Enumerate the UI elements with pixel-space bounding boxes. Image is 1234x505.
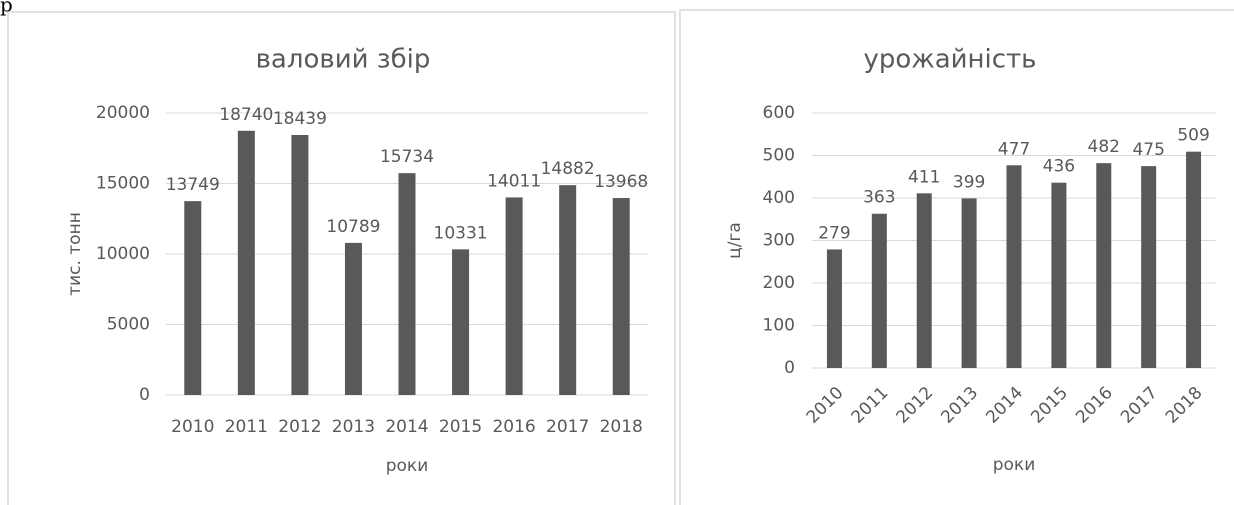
chart-frame	[679, 9, 1234, 505]
data-label: 363	[863, 188, 895, 208]
y-tick-label: 600	[763, 103, 795, 123]
x-tick-label: 2016	[1072, 383, 1117, 428]
x-tick-label: 2017	[546, 417, 589, 437]
x-tick-label: 2013	[332, 417, 375, 437]
bar	[1186, 151, 1202, 368]
x-axis-label: роки	[386, 456, 429, 476]
x-tick-label: 2018	[600, 417, 643, 437]
x-tick-label: 2011	[848, 383, 893, 428]
y-tick-label: 0	[784, 358, 795, 378]
data-label: 509	[1177, 126, 1209, 146]
data-label: 10331	[434, 223, 488, 243]
x-tick-label: 2010	[803, 383, 848, 428]
x-tick-label: 2014	[385, 417, 428, 437]
bar	[826, 249, 842, 368]
data-label: 14882	[541, 159, 595, 179]
y-tick-label: 400	[763, 188, 795, 208]
bar	[916, 193, 932, 368]
x-tick-label: 2015	[1027, 383, 1072, 428]
y-tick-label: 5000	[107, 315, 150, 335]
y-tick-label: 10000	[96, 244, 150, 264]
bar	[344, 242, 362, 395]
x-tick-label: 2013	[937, 383, 982, 428]
bar	[237, 130, 255, 396]
y-tick-label: 20000	[96, 103, 150, 123]
data-label: 14011	[487, 171, 541, 191]
data-label: 15734	[380, 147, 434, 167]
x-tick-label: 2015	[439, 417, 482, 437]
x-tick-label: 2016	[492, 417, 535, 437]
y-tick-label: 100	[763, 316, 795, 336]
data-label: 279	[818, 223, 850, 243]
bar	[505, 197, 523, 395]
bar	[871, 213, 887, 368]
bar	[961, 198, 977, 368]
bar	[184, 201, 202, 395]
chart-frame	[7, 11, 676, 505]
chart-title: валовий збір	[256, 45, 431, 75]
data-label: 411	[908, 167, 940, 187]
y-tick-label: 200	[763, 273, 795, 293]
chart-title: урожайність	[863, 45, 1036, 75]
y-tick-label: 15000	[96, 174, 150, 194]
bar	[291, 135, 309, 395]
data-label: 13968	[594, 172, 648, 192]
bar	[398, 173, 416, 395]
data-label: 399	[953, 172, 985, 192]
x-tick-label: 2018	[1162, 383, 1207, 428]
bar	[452, 249, 470, 395]
x-tick-label: 2014	[982, 383, 1027, 428]
bar	[612, 198, 630, 395]
data-label: 482	[1088, 137, 1120, 157]
bar	[1006, 165, 1022, 368]
data-label: 18740	[219, 105, 273, 125]
bar	[1096, 163, 1112, 368]
bar	[559, 185, 577, 395]
x-tick-label: 2012	[893, 383, 938, 428]
y-axis-label: ц/га	[725, 222, 745, 259]
y-tick-label: 500	[763, 146, 795, 166]
data-label: 18439	[273, 109, 327, 129]
y-tick-label: 0	[139, 385, 150, 405]
y-tick-label: 300	[763, 231, 795, 251]
data-label: 475	[1132, 140, 1164, 160]
x-axis-label: роки	[993, 455, 1036, 475]
data-label: 10789	[326, 217, 380, 237]
data-label: 436	[1043, 157, 1075, 177]
x-tick-label: 2017	[1117, 383, 1162, 428]
bar	[1141, 166, 1157, 368]
data-label: 477	[998, 139, 1030, 159]
data-label: 13749	[166, 175, 220, 195]
x-tick-label: 2010	[171, 417, 214, 437]
x-tick-label: 2012	[278, 417, 321, 437]
page-fragment: р	[0, 0, 13, 17]
y-axis-label: тис. тонн	[65, 212, 85, 296]
x-tick-label: 2011	[225, 417, 268, 437]
bar	[1051, 182, 1067, 368]
